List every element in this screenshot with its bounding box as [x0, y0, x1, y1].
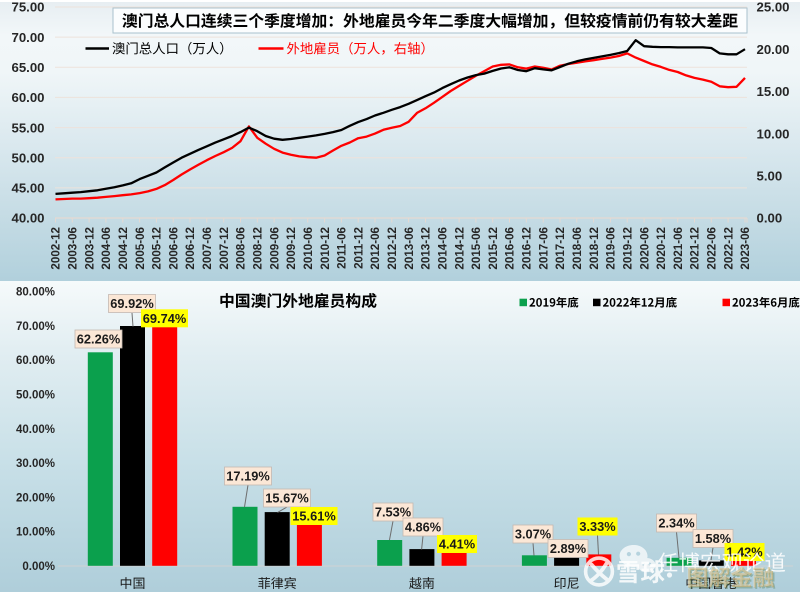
svg-text:2019-06: 2019-06: [605, 226, 618, 269]
svg-text:2005-06: 2005-06: [134, 226, 147, 269]
svg-text:15.61%: 15.61%: [292, 509, 336, 524]
svg-text:2020-12: 2020-12: [655, 227, 668, 270]
svg-text:15.00: 15.00: [757, 84, 790, 99]
svg-text:30.00%: 30.00%: [16, 458, 55, 470]
svg-text:4.41%: 4.41%: [439, 537, 476, 552]
svg-text:20.00%: 20.00%: [16, 492, 55, 504]
svg-text:2004-12: 2004-12: [117, 227, 130, 270]
svg-text:2006-12: 2006-12: [184, 227, 197, 270]
svg-text:2009-06: 2009-06: [268, 226, 281, 269]
svg-text:45.00: 45.00: [11, 181, 44, 196]
svg-text:2018-06: 2018-06: [571, 226, 584, 269]
svg-text:2009-12: 2009-12: [285, 227, 298, 270]
svg-text:2003-06: 2003-06: [67, 226, 80, 269]
svg-text:2017-06: 2017-06: [537, 226, 550, 269]
svg-text:4.86%: 4.86%: [405, 520, 442, 535]
svg-text:2014-06: 2014-06: [437, 226, 450, 269]
svg-text:2014-12: 2014-12: [453, 227, 466, 270]
svg-text:25.00: 25.00: [757, 0, 790, 15]
svg-text:2016-06: 2016-06: [504, 226, 517, 269]
svg-text:80.00%: 80.00%: [16, 287, 55, 299]
svg-text:2006-06: 2006-06: [167, 226, 180, 269]
svg-text:3.33%: 3.33%: [579, 519, 616, 534]
svg-text:60.00: 60.00: [11, 90, 44, 105]
svg-text:10.00%: 10.00%: [16, 527, 55, 539]
svg-text:1.58%: 1.58%: [695, 531, 732, 546]
svg-text:2.89%: 2.89%: [550, 541, 587, 556]
svg-text:2021-06: 2021-06: [672, 226, 685, 269]
svg-text:2005-12: 2005-12: [151, 227, 164, 270]
svg-text:2018-12: 2018-12: [588, 227, 601, 270]
svg-text:20.00: 20.00: [757, 42, 790, 57]
svg-text:2020-06: 2020-06: [638, 226, 651, 269]
svg-text:2022-12: 2022-12: [722, 227, 735, 270]
svg-text:3.07%: 3.07%: [515, 527, 552, 542]
svg-text:17.19%: 17.19%: [226, 469, 270, 484]
svg-text:2008-06: 2008-06: [235, 226, 248, 269]
svg-text:55.00: 55.00: [11, 120, 44, 135]
svg-text:75.00: 75.00: [11, 0, 44, 15]
svg-text:1.42%: 1.42%: [726, 545, 763, 560]
svg-text:2007-06: 2007-06: [201, 226, 214, 269]
svg-text:65.00: 65.00: [11, 60, 44, 75]
svg-text:2002-12: 2002-12: [50, 227, 63, 270]
svg-text:70.00: 70.00: [11, 30, 44, 45]
svg-text:69.92%: 69.92%: [110, 296, 154, 311]
svg-text:2004-06: 2004-06: [100, 226, 113, 269]
svg-text:60.00%: 60.00%: [16, 355, 55, 367]
svg-text:15.67%: 15.67%: [265, 491, 309, 506]
svg-text:0.00%: 0.00%: [22, 561, 55, 573]
svg-text:2021-12: 2021-12: [689, 227, 702, 270]
svg-text:2019-12: 2019-12: [621, 227, 634, 270]
svg-text:2023-06: 2023-06: [739, 226, 752, 269]
svg-text:2.34%: 2.34%: [658, 516, 695, 531]
svg-text:2012-12: 2012-12: [386, 227, 399, 270]
svg-text:2022-06: 2022-06: [706, 226, 719, 269]
svg-text:2013-06: 2013-06: [403, 226, 416, 269]
svg-text:2011-12: 2011-12: [352, 227, 365, 269]
svg-text:40.00%: 40.00%: [16, 424, 55, 436]
svg-text:62.26%: 62.26%: [77, 332, 121, 347]
svg-text:50.00: 50.00: [11, 150, 44, 165]
svg-text:2007-12: 2007-12: [218, 227, 231, 270]
svg-text:2015-06: 2015-06: [470, 226, 483, 269]
svg-text:2013-12: 2013-12: [420, 227, 433, 270]
svg-text:2008-12: 2008-12: [252, 227, 265, 270]
svg-text:40.00: 40.00: [11, 211, 44, 226]
svg-text:5.00: 5.00: [757, 169, 783, 184]
svg-text:0.00: 0.00: [757, 211, 783, 226]
svg-text:50.00%: 50.00%: [16, 390, 55, 402]
svg-text:2012-06: 2012-06: [369, 226, 382, 269]
svg-text:2003-12: 2003-12: [83, 227, 96, 270]
svg-text:7.53%: 7.53%: [375, 505, 412, 520]
svg-text:70.00%: 70.00%: [16, 321, 55, 333]
svg-text:2011-06: 2011-06: [336, 226, 349, 268]
svg-text:2017-12: 2017-12: [554, 227, 567, 270]
svg-text:2010-12: 2010-12: [319, 227, 332, 270]
svg-text:2015-12: 2015-12: [487, 227, 500, 270]
svg-text:2016-12: 2016-12: [521, 227, 534, 270]
svg-text:69.74%: 69.74%: [143, 311, 187, 326]
svg-text:10.00: 10.00: [757, 126, 790, 141]
svg-text:2010-06: 2010-06: [302, 226, 315, 269]
